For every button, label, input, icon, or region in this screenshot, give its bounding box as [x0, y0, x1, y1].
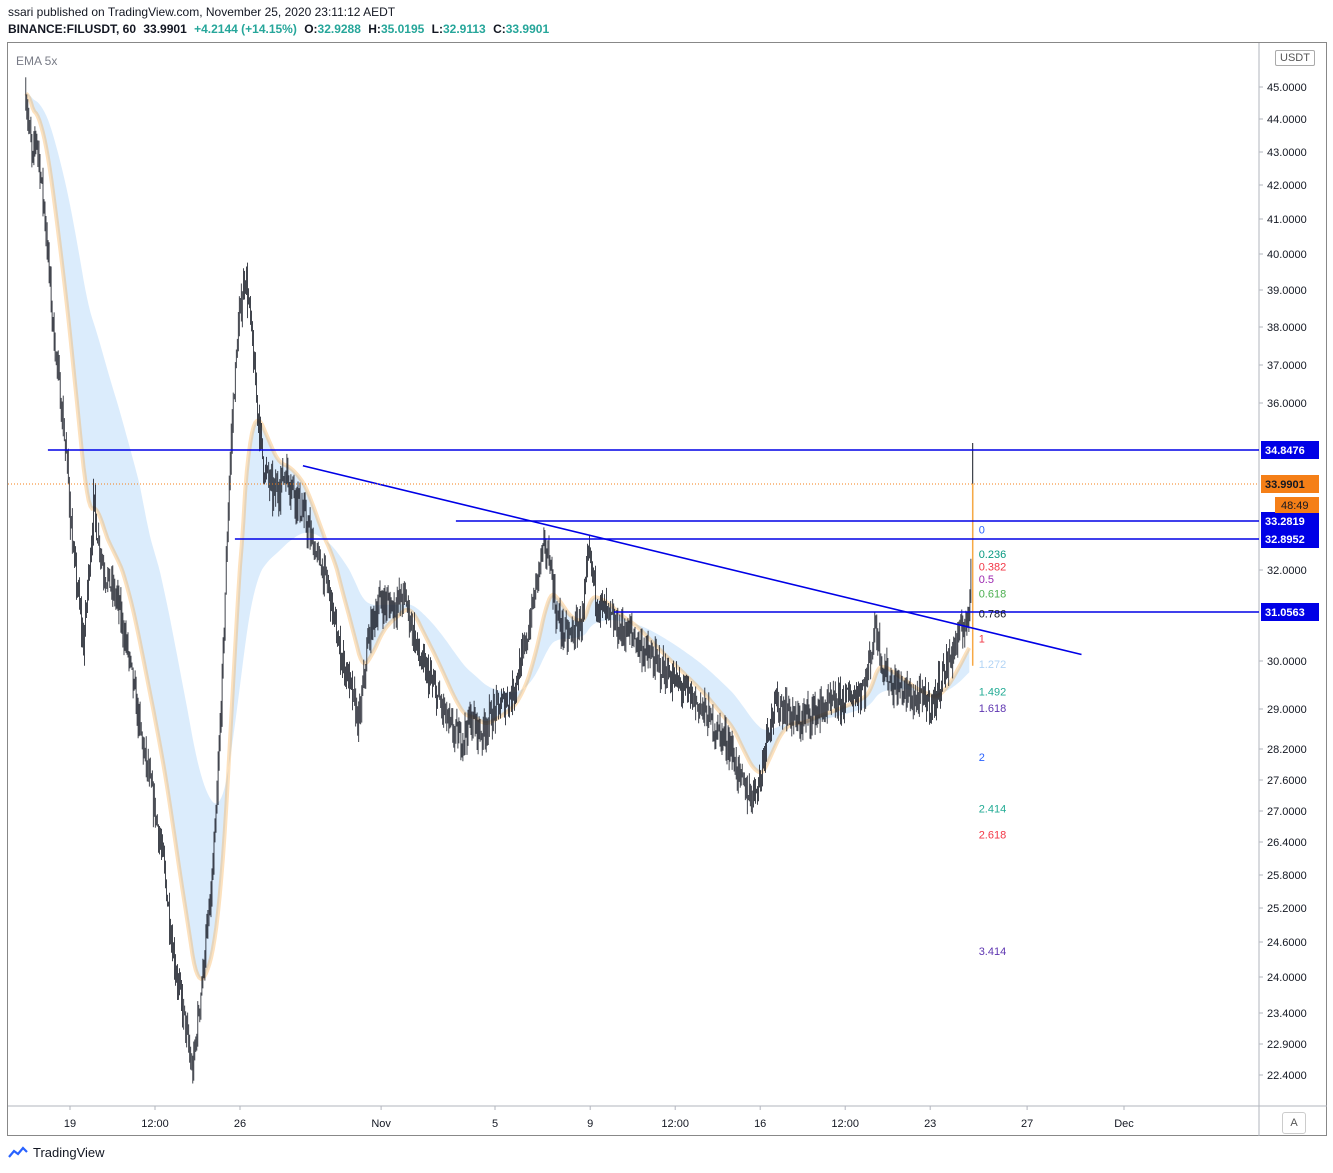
y-tick-label: 41.0000 — [1267, 214, 1307, 226]
open-value: 32.9288 — [317, 22, 361, 36]
last-price-label: 33.9901 — [1265, 479, 1305, 491]
y-tick-label: 27.6000 — [1267, 775, 1307, 787]
symbol-name[interactable]: BINANCE:FILUSDT, 60 — [8, 22, 137, 36]
y-tick-label: 29.0000 — [1267, 704, 1307, 716]
y-tick-label: 37.0000 — [1267, 360, 1307, 372]
y-tick-label: 40.0000 — [1267, 249, 1307, 261]
fib-level-label: 0.382 — [979, 562, 1007, 574]
x-tick-label: 12:00 — [141, 1118, 169, 1130]
fib-level-label: 1.272 — [979, 659, 1007, 671]
y-tick-label: 27.0000 — [1267, 806, 1307, 818]
symbol-line: BINANCE:FILUSDT, 60 33.9901 +4.2144 (+14… — [8, 22, 553, 36]
x-tick-label: 19 — [64, 1118, 76, 1130]
footer: TradingView — [8, 1145, 105, 1160]
last-price-tag — [1261, 475, 1319, 493]
x-tick-label: 12:00 — [831, 1118, 859, 1130]
close-value: 33.9901 — [505, 22, 550, 36]
y-tick-label: 25.2000 — [1267, 903, 1307, 915]
candles — [25, 77, 972, 1084]
fib-level-label: 1.618 — [979, 703, 1007, 715]
x-tick-label: 16 — [754, 1118, 766, 1130]
x-tick-label: 9 — [587, 1118, 593, 1130]
descending-trendline — [302, 464, 1082, 656]
ema-line — [24, 91, 972, 981]
price-level-tag — [1261, 512, 1319, 530]
y-tick-label: 24.0000 — [1267, 972, 1307, 984]
y-tick-label: 28.2000 — [1267, 744, 1307, 756]
auto-scale-button[interactable]: A — [1282, 1112, 1306, 1134]
indicator-label[interactable]: EMA 5x — [16, 54, 58, 68]
last-price: 33.9901 — [143, 22, 187, 36]
x-tick-label: 12:00 — [661, 1118, 689, 1130]
x-tick-label: 5 — [492, 1118, 498, 1130]
price-level-label: 32.8952 — [1265, 534, 1305, 546]
y-tick-label: 24.6000 — [1267, 937, 1307, 949]
y-tick-label: 23.4000 — [1267, 1008, 1307, 1020]
low-label: L: — [431, 22, 443, 36]
high-value: 35.0195 — [380, 22, 425, 36]
price-level-tag — [1261, 530, 1319, 548]
x-tick-label: 26 — [234, 1118, 246, 1130]
fib-level-label: 3.414 — [979, 946, 1007, 958]
open-label: O: — [304, 22, 318, 36]
countdown-label: 48:49 — [1281, 500, 1309, 512]
price-level-tag — [1261, 441, 1319, 459]
y-tick-label: 32.0000 — [1267, 565, 1307, 577]
fib-level-label: 1.492 — [979, 687, 1007, 699]
y-tick-label: 22.4000 — [1267, 1070, 1307, 1082]
x-tick-label: Nov — [371, 1118, 391, 1130]
y-tick-label: 22.9000 — [1267, 1039, 1307, 1051]
x-tick-label: Dec — [1114, 1118, 1134, 1130]
currency-badge[interactable]: USDT — [1275, 50, 1315, 66]
y-tick-label: 42.0000 — [1267, 180, 1307, 192]
price-level-label: 34.8476 — [1265, 445, 1305, 457]
fib-level-label: 1 — [979, 633, 985, 645]
y-tick-label: 43.0000 — [1267, 147, 1307, 159]
fib-level-label: 0 — [979, 524, 985, 536]
fib-level-label: 2.414 — [979, 803, 1007, 815]
price-change: +4.2144 (+14.15%) — [194, 22, 297, 36]
y-tick-label: 38.0000 — [1267, 322, 1307, 334]
price-level-tag — [1261, 603, 1319, 621]
fib-level-label: 0.5 — [979, 574, 994, 586]
low-value: 32.9113 — [443, 22, 486, 36]
tradingview-logo-icon — [8, 1145, 28, 1160]
high-label: H: — [368, 22, 381, 36]
footer-brand[interactable]: TradingView — [33, 1145, 105, 1160]
y-tick-label: 44.0000 — [1267, 114, 1307, 126]
close-label: C: — [493, 22, 506, 36]
fib-level-label: 2 — [979, 752, 985, 764]
y-tick-label: 30.0000 — [1267, 656, 1307, 668]
fib-level-label: 0.236 — [979, 549, 1007, 561]
price-level-label: 31.0563 — [1265, 607, 1305, 619]
fib-level-label: 0.618 — [979, 589, 1007, 601]
y-tick-label: 39.0000 — [1267, 285, 1307, 297]
publisher-line: ssari published on TradingView.com, Nove… — [8, 5, 396, 19]
y-tick-label: 36.0000 — [1267, 398, 1307, 410]
fib-level-label: 0.786 — [979, 609, 1007, 621]
countdown-tag — [1275, 497, 1319, 513]
price-level-label: 33.2819 — [1265, 516, 1305, 528]
x-tick-label: 23 — [924, 1118, 936, 1130]
fib-level-label: 2.618 — [979, 829, 1007, 841]
y-tick-label: 25.8000 — [1267, 870, 1307, 882]
ema-band — [25, 93, 970, 979]
chart-frame — [7, 42, 1327, 1136]
x-tick-label: 27 — [1021, 1118, 1033, 1130]
y-tick-label: 45.0000 — [1267, 82, 1307, 94]
y-tick-label: 26.4000 — [1267, 837, 1307, 849]
